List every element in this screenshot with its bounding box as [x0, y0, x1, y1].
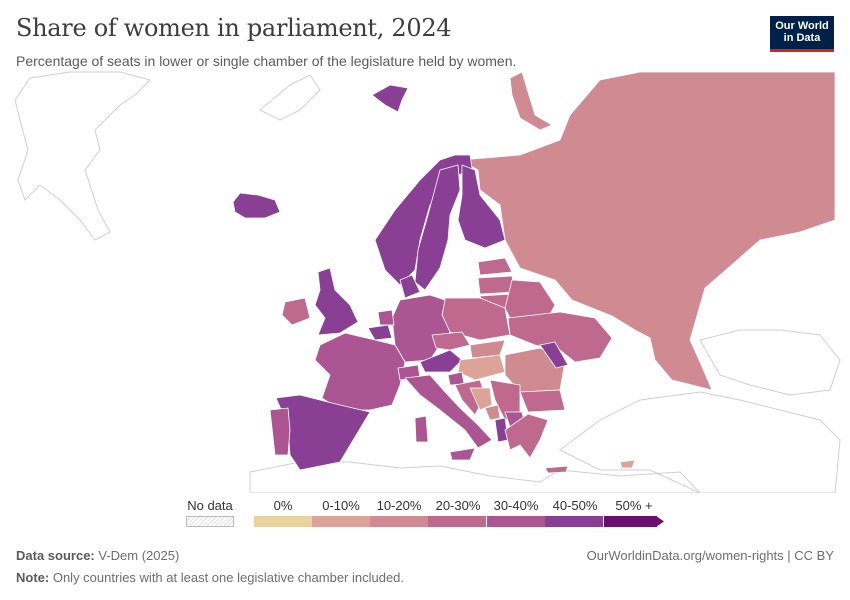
legend-swatch-3[interactable]	[428, 516, 486, 527]
country-crete[interactable]	[544, 465, 569, 474]
legend-swatch-2[interactable]	[370, 516, 428, 527]
chart-subtitle: Percentage of seats in lower or single c…	[16, 53, 517, 69]
data-source-value: V-Dem (2025)	[98, 548, 180, 563]
note-value: Only countries with at least one legisla…	[52, 570, 405, 585]
country-netherlands[interactable]	[377, 309, 395, 326]
country-sweden[interactable]	[414, 164, 461, 291]
middle-east-outline	[559, 391, 841, 493]
footer-url[interactable]: OurWorldinData.org/women-rights | CC BY	[586, 548, 834, 563]
chart-title: Share of women in parliament, 2024	[16, 14, 452, 42]
country-germany[interactable]	[391, 294, 451, 363]
arctic-island-outline	[259, 74, 321, 121]
legend-no-data-label: No data	[187, 498, 233, 513]
legend-swatch-0[interactable]	[254, 516, 312, 527]
legend-arrow-icon	[656, 516, 664, 527]
legend-label-1: 0-10%	[322, 498, 360, 513]
country-italy[interactable]	[404, 374, 493, 449]
legend-no-data-swatch	[186, 516, 234, 527]
country-ukraine[interactable]	[507, 311, 613, 363]
country-hungary[interactable]	[457, 354, 506, 381]
legend-label-0: 0%	[273, 498, 293, 513]
country-iceland[interactable]	[232, 192, 281, 219]
country-uk[interactable]	[314, 267, 359, 336]
country-ireland[interactable]	[281, 297, 311, 326]
legend-label-6: 50% +	[615, 498, 653, 513]
legend-label-3: 20-30%	[435, 498, 481, 513]
note-label: Note:	[16, 570, 50, 585]
country-estonia[interactable]	[477, 257, 513, 276]
country-sardinia[interactable]	[414, 415, 429, 443]
country-france[interactable]	[314, 332, 406, 411]
footer-note: Note: Only countries with at least one l…	[16, 570, 404, 585]
europe-map[interactable]	[0, 68, 850, 493]
country-slovenia[interactable]	[447, 371, 465, 386]
country-bulgaria[interactable]	[519, 389, 566, 413]
country-belgium[interactable]	[367, 324, 393, 341]
country-denmark[interactable]	[399, 274, 421, 299]
legend-swatch-4[interactable]	[487, 516, 545, 527]
legend-label-5: 40-50%	[552, 498, 598, 513]
logo-line-2: in Data	[783, 32, 821, 44]
country-bosnia[interactable]	[469, 387, 493, 411]
legend-label-2: 10-20%	[376, 498, 422, 513]
data-source-label: Data source:	[16, 548, 95, 563]
legend-label-4: 30-40%	[493, 498, 539, 513]
country-sicily[interactable]	[449, 447, 476, 461]
country-russia[interactable]	[459, 71, 836, 391]
owid-logo[interactable]: Our World in Data	[770, 16, 834, 52]
legend-swatch-5[interactable]	[545, 516, 603, 527]
logo-line-1: Our World	[775, 20, 829, 32]
central-asia-outline	[699, 329, 841, 396]
country-greece[interactable]	[504, 413, 549, 459]
country-czechia[interactable]	[431, 331, 471, 351]
country-finland[interactable]	[457, 164, 506, 249]
legend-swatch-6[interactable]	[604, 516, 657, 527]
country-belarus[interactable]	[504, 279, 556, 319]
country-austria[interactable]	[419, 349, 463, 373]
country-svalbard[interactable]	[371, 84, 409, 113]
north-africa-outline	[249, 461, 701, 493]
country-novaya-zemlya[interactable]	[509, 71, 553, 131]
country-montenegro[interactable]	[484, 404, 501, 421]
data-source: Data source: V-Dem (2025)	[16, 548, 179, 563]
country-moldova[interactable]	[539, 341, 569, 369]
legend-swatch-1[interactable]	[312, 516, 370, 527]
country-portugal[interactable]	[269, 407, 291, 456]
country-cyprus[interactable]	[619, 459, 636, 469]
greenland-outline	[14, 71, 151, 241]
